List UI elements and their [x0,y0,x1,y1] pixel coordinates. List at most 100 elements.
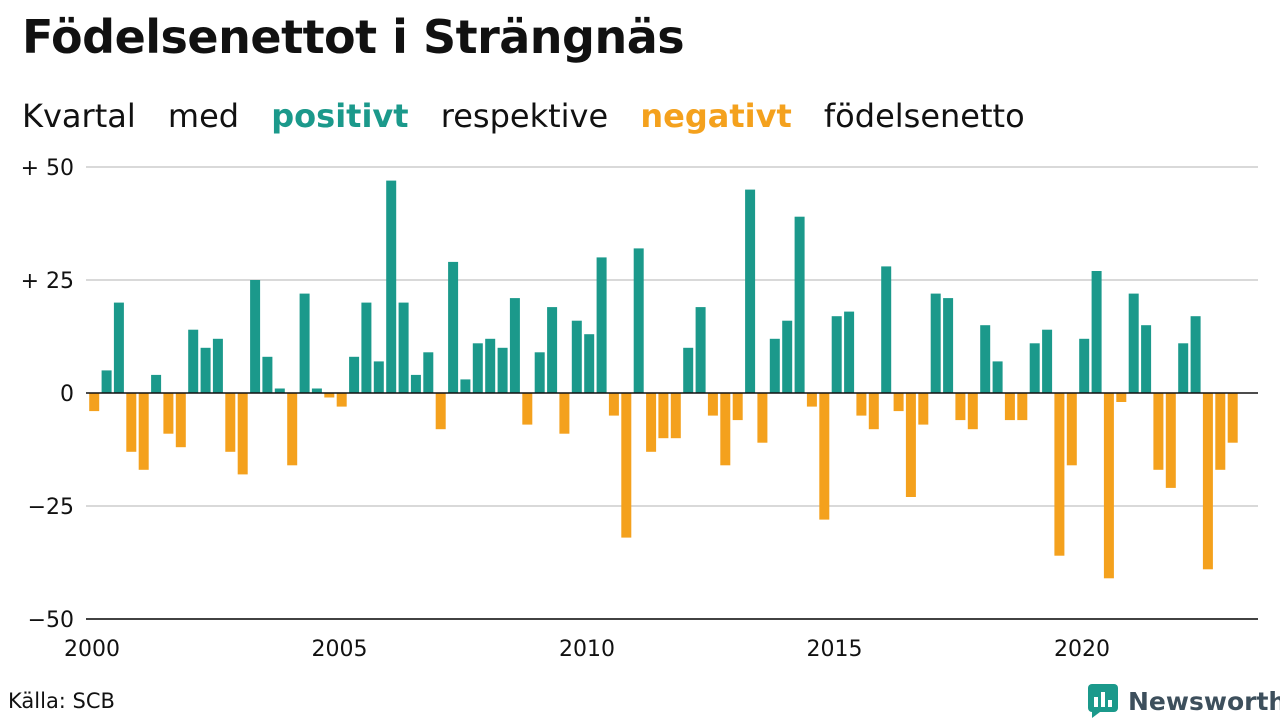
bar-negative [1153,393,1164,470]
bar-positive [151,374,162,393]
subtitle-negative-label: negativt [640,97,792,135]
bar-negative [1066,393,1077,466]
bar-negative [435,393,446,430]
bar-positive [943,298,954,393]
bar-positive [782,320,793,393]
bar-positive [299,293,310,393]
bar-positive [992,361,1003,393]
bar-negative [522,393,533,425]
y-tick-label: + 50 [21,156,74,181]
bar-positive [423,352,434,393]
bar-negative [806,393,817,407]
subtitle-respectively: respektive [440,97,609,135]
bar-positive [200,347,211,393]
subtitle-with: med [167,97,240,135]
x-tick-label: 2010 [559,637,615,662]
bar-positive [509,298,520,393]
bar-negative [559,393,570,434]
x-tick-label: 2015 [807,637,863,662]
x-tick-label: 2005 [312,637,368,662]
bar-positive [844,311,855,393]
bar-positive [101,370,112,393]
bar-positive [794,216,805,393]
bar-negative [237,393,248,475]
bar-negative [905,393,916,497]
bar-positive [584,334,595,393]
bar-negative [608,393,619,416]
bar-positive [596,257,607,393]
chart-title: Födelsenettot i Strängnäs [22,10,685,64]
bar-positive [349,356,360,393]
brand-name: Newsworthy [1128,686,1280,716]
bar-positive [930,293,941,393]
bar-positive [386,180,397,393]
bar-negative [1054,393,1065,556]
bar-negative [670,393,681,439]
bar-positive [460,379,471,393]
bar-negative [138,393,149,470]
bar-positive [274,388,285,393]
bar-negative [89,393,100,412]
bar-negative [856,393,867,416]
bar-negative [1215,393,1226,470]
bar-positive [373,361,384,393]
chart-subtitle: Kvartal med positivt respektive negativt… [22,97,1047,135]
bar-positive [571,320,582,393]
bar-positive [881,266,892,393]
bar-negative [1202,393,1213,570]
bar-positive [534,352,545,393]
bar-negative [1017,393,1028,421]
bar-negative [163,393,174,434]
bar-positive [1079,338,1090,393]
bar-negative [1165,393,1176,488]
bar-positive [485,338,496,393]
bar-negative [324,393,335,398]
bar-positive [1178,343,1189,393]
bars [89,180,1238,579]
y-tick-label: −50 [28,608,74,633]
bar-positive [831,316,842,393]
bar-positive [113,302,124,393]
bar-positive [1029,343,1040,393]
subtitle-prefix: Kvartal [22,97,136,135]
bar-negative [1103,393,1114,579]
bar-positive [769,338,780,393]
bar-positive [361,302,372,393]
bar-positive [1042,329,1053,393]
bar-negative [1116,393,1127,402]
tick-labels: + 50 + 25 0 −25 −50 2000 2005 2010 2015 2020 [21,156,1110,662]
bar-positive [250,280,261,393]
bar-negative [819,393,830,520]
bar-negative [955,393,966,421]
bar-positive [262,356,273,393]
source-note: Källa: SCB [8,689,115,713]
bar-positive [1091,271,1102,393]
bar-negative [1227,393,1238,443]
y-tick-label: −25 [28,495,74,520]
bar-positive [745,189,756,393]
bar-positive [311,388,322,393]
bar-positive [1128,293,1139,393]
bar-positive [695,307,706,393]
bar-negative [126,393,137,452]
subtitle-positive-label: positivt [271,97,409,135]
bar-negative [893,393,904,412]
y-tick-label: 0 [60,382,74,407]
bar-chart-logo-icon [1088,684,1118,718]
bar-negative [868,393,879,430]
bar-positive [547,307,558,393]
bar-positive [398,302,409,393]
bar-negative [918,393,929,425]
x-tick-label: 2020 [1054,637,1110,662]
bar-negative [175,393,186,448]
bar-negative [287,393,298,466]
bar-positive [1190,316,1201,393]
subtitle-suffix: födelsenetto [823,97,1025,135]
bar-negative [967,393,978,430]
axes [86,392,1258,620]
x-tick-label: 2000 [64,637,120,662]
bar-positive [410,374,421,393]
bar-negative [621,393,632,538]
bar-negative [658,393,669,439]
bar-negative [336,393,347,407]
